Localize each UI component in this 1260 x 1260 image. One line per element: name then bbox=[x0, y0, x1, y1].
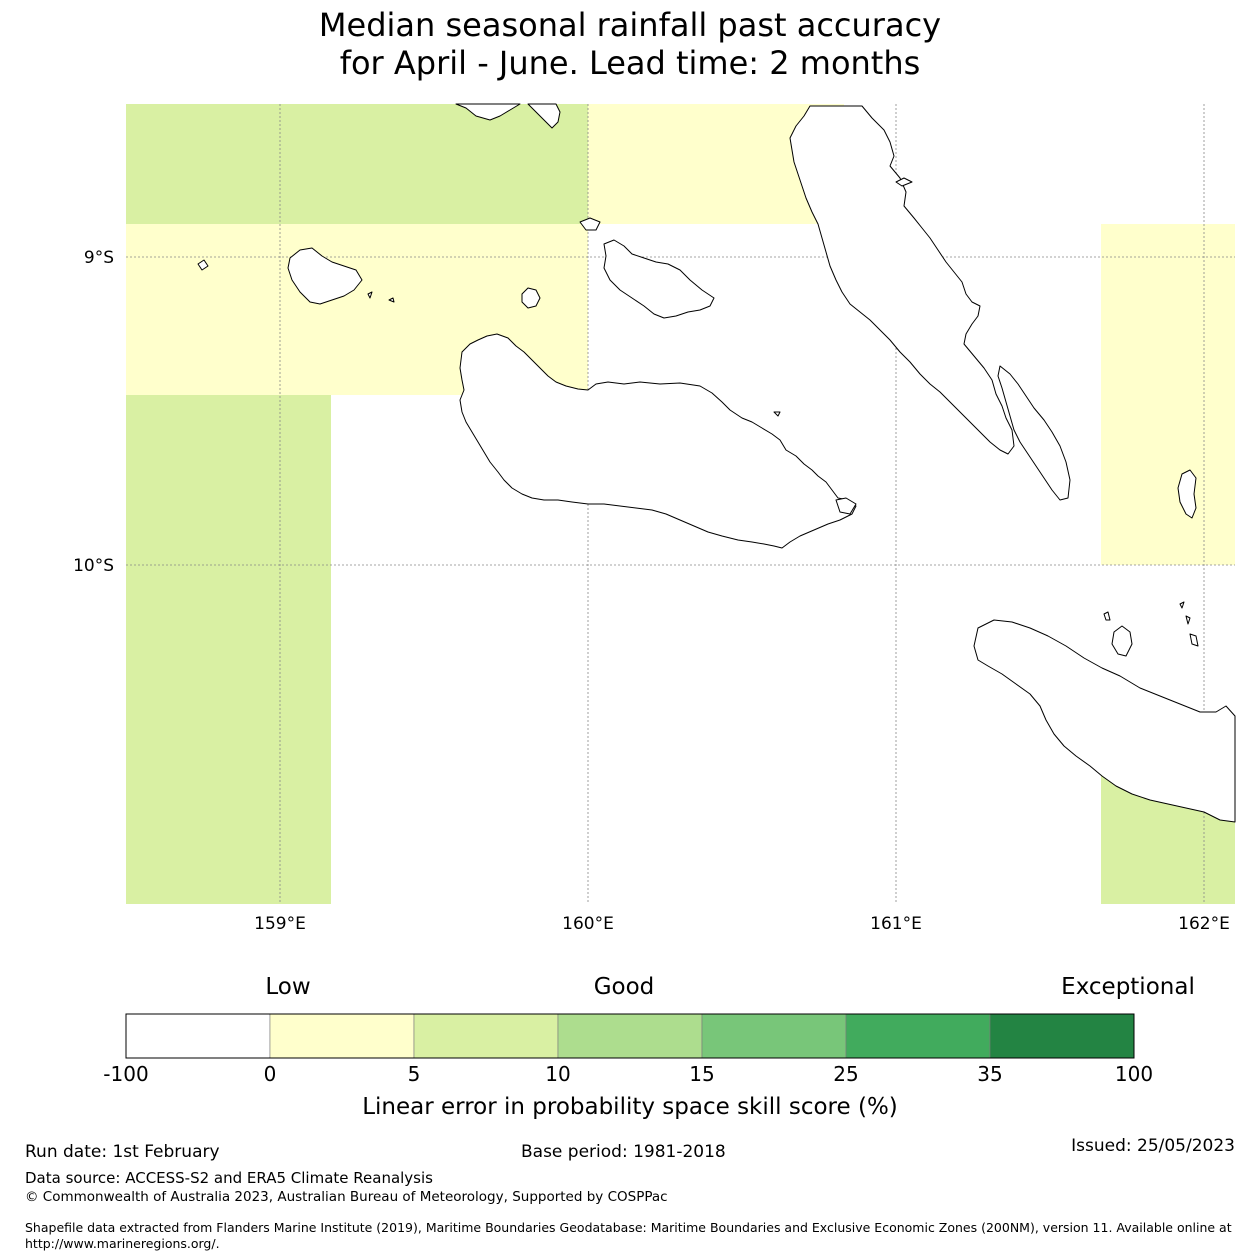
island-islet-5 bbox=[895, 177, 913, 187]
run-date: Run date: 1st February bbox=[25, 1142, 220, 1162]
island-islet-7 bbox=[773, 411, 781, 417]
colorbar-box-6 bbox=[989, 1013, 1135, 1059]
legend-low: Low bbox=[265, 974, 310, 1000]
colorbar-box-5 bbox=[845, 1013, 991, 1059]
colorbar-ticks: -100 0 5 10 15 25 35 100 bbox=[103, 1062, 1153, 1086]
colorbar-tick-5: 25 bbox=[833, 1062, 858, 1086]
island-malaita bbox=[789, 105, 1015, 455]
chart-title: Median seasonal rainfall past accuracy f… bbox=[0, 6, 1260, 82]
island-islet-8 bbox=[1103, 611, 1111, 621]
colorbar-label: Linear error in probability space skill … bbox=[362, 1094, 898, 1120]
colorbar-box-4 bbox=[701, 1013, 847, 1059]
island-nggela bbox=[603, 239, 715, 319]
coastlines bbox=[197, 103, 1236, 823]
issued-date: Issued: 25/05/2023 bbox=[1071, 1136, 1235, 1156]
colorbar-box-1 bbox=[269, 1013, 415, 1059]
island-ulawa bbox=[1177, 469, 1197, 519]
colorbar-tick-1: 0 bbox=[264, 1062, 277, 1086]
island-guadalcanal bbox=[459, 333, 857, 549]
skill-cell-sw bbox=[126, 395, 331, 904]
colorbar-boxes bbox=[125, 1013, 1135, 1059]
lat-label-10s: 10°S bbox=[73, 556, 114, 576]
shapefile-credit-line-1: Shapefile data extracted from Flanders M… bbox=[25, 1220, 1232, 1235]
base-period: Base period: 1981-2018 bbox=[521, 1142, 726, 1162]
skill-cell-east bbox=[1101, 224, 1235, 565]
island-islet-1 bbox=[197, 259, 209, 271]
colorbar-tick-3: 10 bbox=[545, 1062, 570, 1086]
colorbar-frame bbox=[125, 1013, 1135, 1059]
colorbar-box-0 bbox=[125, 1013, 271, 1059]
island-savo bbox=[521, 287, 541, 309]
island-islet-6 bbox=[835, 497, 857, 515]
island-russell bbox=[287, 247, 363, 305]
island-islet-3 bbox=[367, 291, 373, 299]
shapefile-credit-line-2: http://www.marineregions.org/. bbox=[25, 1236, 220, 1251]
island-islet-2 bbox=[388, 297, 395, 303]
lat-label-9s: 9°S bbox=[84, 248, 114, 268]
island-north-islets bbox=[527, 103, 561, 129]
island-small-malaita bbox=[997, 365, 1071, 501]
lon-label-162e: 162°E bbox=[1178, 914, 1230, 934]
island-islet-9 bbox=[1179, 601, 1185, 609]
island-uki bbox=[1111, 625, 1133, 657]
legend-exceptional: Exceptional bbox=[1061, 974, 1195, 1000]
island-islet-11 bbox=[1189, 633, 1199, 647]
skill-cell-nw bbox=[126, 104, 588, 224]
colorbar: Low Good Exceptional -100 0 5 10 15 25 35 100 L… bbox=[103, 974, 1195, 1120]
colorbar-qualitative-labels: Low Good Exceptional bbox=[265, 974, 1194, 1000]
title-line-1: Median seasonal rainfall past accuracy bbox=[318, 6, 942, 44]
island-islet-10 bbox=[1185, 615, 1191, 625]
colorbar-box-3 bbox=[557, 1013, 703, 1059]
island-islet-4 bbox=[579, 217, 601, 231]
island-new-georgia-tip bbox=[455, 103, 521, 121]
island-makira bbox=[973, 619, 1236, 823]
colorbar-tick-2: 5 bbox=[408, 1062, 421, 1086]
colorbar-tick-4: 15 bbox=[689, 1062, 714, 1086]
colorbar-tick-6: 35 bbox=[977, 1062, 1002, 1086]
axis-labels: 9°S 10°S 159°E 160°E 161°E 162°E bbox=[73, 248, 1230, 934]
colorbar-tick-7: 100 bbox=[1115, 1062, 1153, 1086]
colorbar-tick-0: -100 bbox=[103, 1062, 148, 1086]
data-source: Data source: ACCESS-S2 and ERA5 Climate … bbox=[25, 1169, 433, 1187]
lon-label-159e: 159°E bbox=[254, 914, 306, 934]
map-panel bbox=[126, 103, 1236, 904]
lon-label-160e: 160°E bbox=[562, 914, 614, 934]
title-line-2: for April - June. Lead time: 2 months bbox=[339, 44, 921, 82]
legend-good: Good bbox=[594, 974, 655, 1000]
colorbar-box-2 bbox=[413, 1013, 559, 1059]
copyright: © Commonwealth of Australia 2023, Austra… bbox=[25, 1189, 668, 1205]
lon-label-161e: 161°E bbox=[870, 914, 922, 934]
